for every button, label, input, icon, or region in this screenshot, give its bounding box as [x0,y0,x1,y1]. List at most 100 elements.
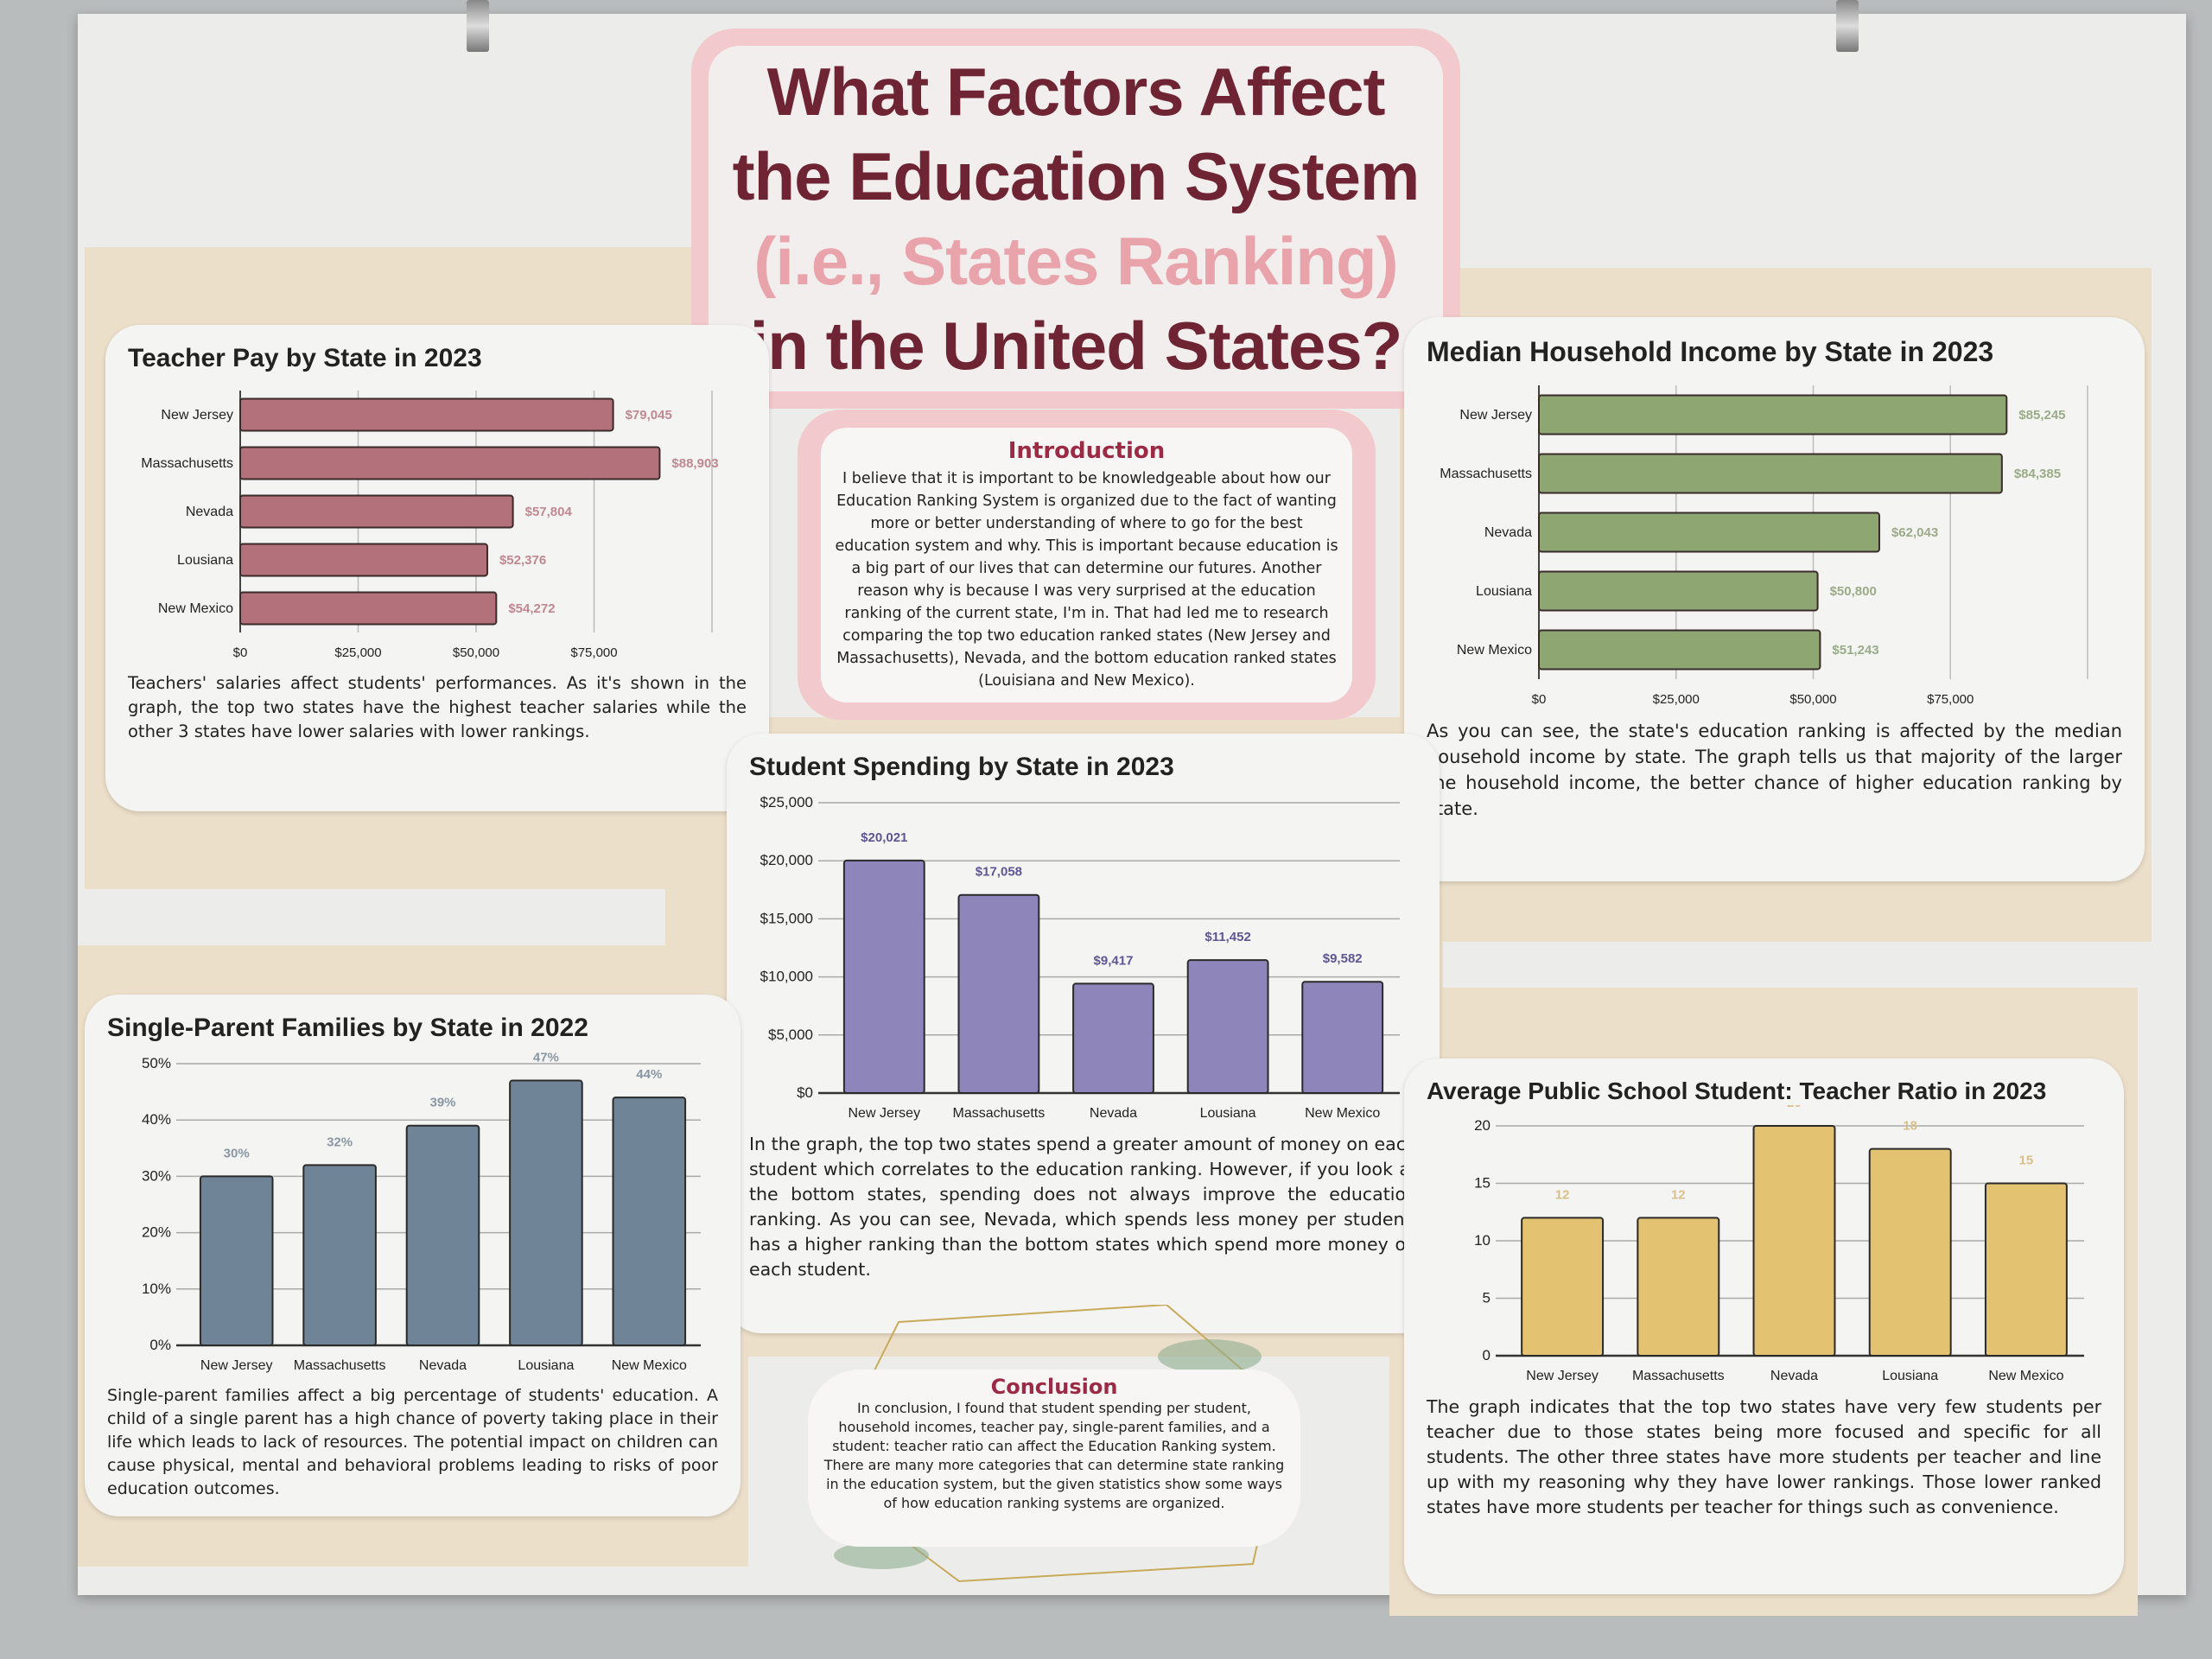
value-label: 39% [429,1096,455,1110]
chart-title: Student Spending by State in 2023 [749,753,1174,781]
bar [239,446,661,480]
category-label: Massachusetts [294,1358,386,1373]
introduction-text: I believe that it is important to be kno… [835,470,1338,690]
value-label: $20,021 [861,830,907,845]
chart-card-median-income: Median Household Income by State in 2023… [1404,317,2145,881]
value-label: 44% [636,1067,662,1082]
bar [1752,1125,1836,1357]
category-label: Lousiana [177,553,233,568]
value-label: $9,417 [1094,953,1134,968]
category-label: Lousiana [1200,1106,1256,1121]
leaf-icon [834,1541,929,1569]
bar [239,543,488,577]
value-label: $84,385 [2014,467,2061,481]
chart-caption: Single-parent families affect a big perc… [107,1386,718,1498]
chart-title: Teacher Pay by State in 2023 [128,344,482,372]
value-label: 32% [327,1135,353,1149]
bar [1538,570,1819,612]
value-label: $17,058 [976,865,1022,880]
chart-title: Average Public School Student: Teacher R… [1427,1077,2047,1104]
bar [199,1175,274,1346]
chart-caption: Teachers' salaries affect students' perf… [128,673,747,741]
category-label: Nevada [1770,1369,1818,1383]
value-label: 20 [1787,1105,1802,1110]
tick-label: 10 [1474,1232,1491,1249]
tick-label: 5 [1483,1290,1491,1306]
category-label: Massachusetts [1632,1369,1725,1383]
category-label: New Mexico [1305,1106,1380,1121]
category-label: Nevada [1484,525,1532,540]
chart-card-teacher-pay: Teacher Pay by State in 2023 $0 $25,000 $5… [105,325,769,811]
value-label: 12 [1671,1187,1686,1202]
single-parent-chart: 0% 10% 20% 30% 40% 50% 30% New Jersey 32% Massach… [142,1051,701,1373]
category-label: Nevada [419,1358,467,1373]
conclusion-heading: Conclusion [990,1375,1118,1399]
bar [1637,1217,1720,1357]
chart-card-single-parent: Single-Parent Families by State in 2022 … [85,995,741,1516]
value-label: 12 [1555,1187,1570,1202]
teacher-pay-chart: $0 $25,000 $50,000 $75,000 New Jersey $79,045… [141,391,719,660]
tick-label: 50% [142,1055,171,1071]
category-label: Massachusetts [141,456,233,471]
tick-label: $50,000 [453,645,499,660]
value-label: $88,903 [671,456,718,471]
binder-clip [467,0,489,52]
category-label: Lousiana [518,1358,574,1373]
bar [239,494,514,529]
value-label: 47% [533,1051,559,1065]
category-label: New Mexico [1988,1369,2063,1383]
tick-label: $75,000 [570,645,617,660]
tick-label: $0 [797,1084,813,1101]
value-label: $51,243 [1832,643,1878,658]
tick-label: $10,000 [760,969,813,985]
bar [1538,629,1821,671]
bar [509,1079,583,1347]
title-line: What Factors Affect [766,54,1386,130]
category-label: Nevada [186,505,233,519]
leaf-icon [1158,1339,1262,1374]
chart-caption: In the graph, the top two states spend a… [749,1134,1417,1280]
tick-label: 20% [142,1224,171,1241]
bar [239,397,614,432]
chart-caption: As you can see, the state's education ra… [1427,721,2122,819]
chart-caption: The graph indicates that the top two sta… [1427,1396,2101,1517]
tick-label: $0 [1532,692,1547,707]
tick-label: 0% [149,1337,171,1353]
tick-label: 20 [1474,1117,1491,1134]
bar [1538,394,2008,435]
value-label: 18 [1903,1119,1917,1134]
value-label: $54,272 [508,601,555,616]
category-label: Massachusetts [1440,467,1532,481]
category-label: New Jersey [1459,408,1532,423]
tick-label: 0 [1483,1347,1491,1363]
value-label: $57,804 [525,505,573,519]
bar [957,893,1040,1094]
category-label: New Mexico [612,1358,687,1373]
bar [1521,1217,1605,1357]
binder-clip [1836,0,1859,52]
tick-label: $15,000 [760,910,813,926]
value-label: 30% [224,1146,250,1160]
category-label: Lousiana [1476,584,1532,599]
introduction-heading: Introduction [1007,438,1166,464]
value-label: $11,452 [1205,930,1250,944]
tick-label: $25,000 [334,645,381,660]
bar [1301,981,1384,1094]
bar [1072,982,1154,1094]
tick-label: 10% [142,1281,171,1297]
conclusion-text: In conclusion, I found that student spen… [823,1400,1285,1511]
tick-label: 15 [1474,1175,1491,1192]
bar [1984,1182,2068,1357]
bar [1538,453,2003,494]
tick-label: $5,000 [768,1027,813,1043]
value-label: 15 [2019,1154,2034,1168]
student-teacher-ratio-chart: 0 5 10 15 20 12 New Jersey 12 Massachusetts 20 Nev… [1474,1096,2084,1383]
bar [405,1124,480,1346]
title-line: in the United States? [749,308,1403,384]
tick-label: $20,000 [760,852,813,868]
value-label: $62,043 [1891,525,1938,540]
tick-label: $0 [233,645,248,660]
median-income-chart: $0 $25,000 $50,000 $75,000 New Jersey $85,245… [1440,385,2088,707]
category-label: Lousiana [1882,1369,1938,1383]
value-label: $79,045 [626,408,672,423]
